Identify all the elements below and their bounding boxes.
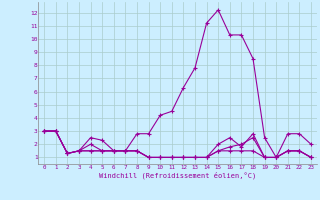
X-axis label: Windchill (Refroidissement éolien,°C): Windchill (Refroidissement éolien,°C)	[99, 171, 256, 179]
